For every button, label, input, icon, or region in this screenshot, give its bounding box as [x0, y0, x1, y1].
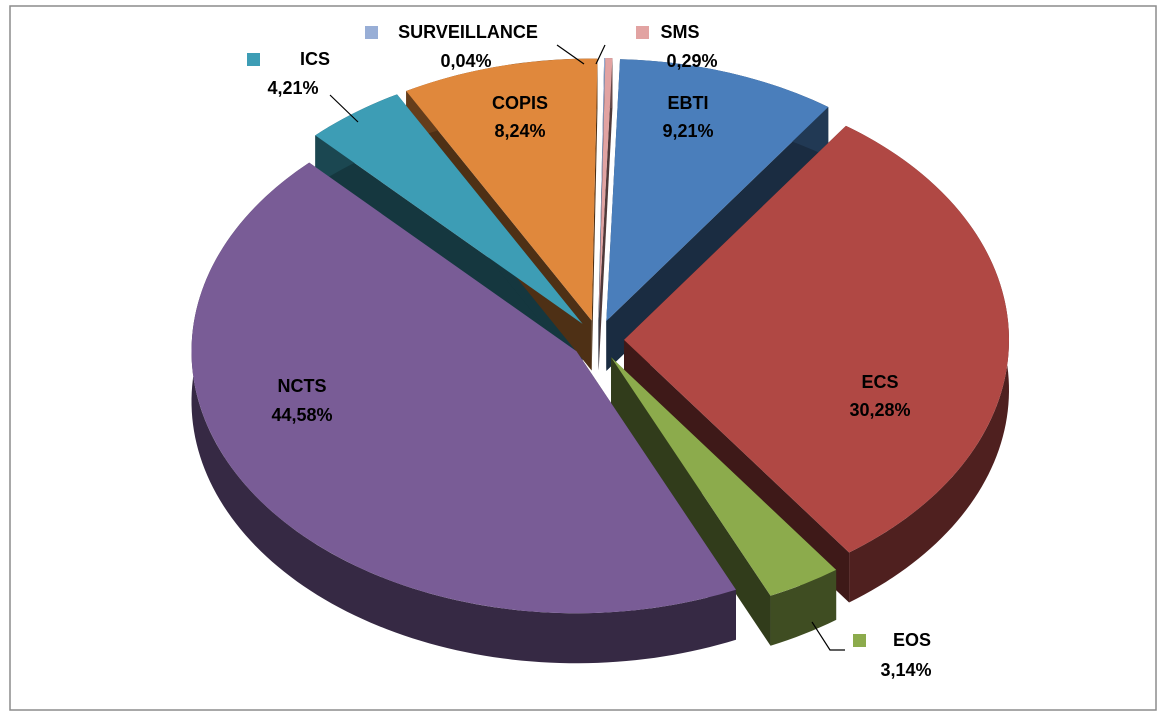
slice-wall	[611, 357, 771, 646]
value-label: 4,21%	[267, 78, 318, 98]
category-label: EBTI	[667, 93, 708, 113]
legend-swatch	[636, 26, 649, 39]
slice	[315, 94, 583, 324]
value-label: 3,14%	[880, 660, 931, 680]
value-label: 0,04%	[440, 51, 491, 71]
slice-wall	[591, 58, 598, 371]
slice	[191, 162, 736, 614]
slice-side	[191, 162, 736, 664]
slice-wall	[598, 58, 613, 371]
value-label: 8,24%	[494, 121, 545, 141]
slice-side	[770, 569, 837, 646]
legend-swatch	[853, 634, 866, 647]
slice	[606, 59, 829, 322]
slice-tops	[191, 58, 1009, 614]
category-label: SURVEILLANCE	[398, 22, 538, 42]
value-label: 0,29%	[666, 51, 717, 71]
legend-swatch	[247, 53, 260, 66]
slice	[623, 125, 1009, 553]
slice	[598, 58, 606, 321]
value-label: 9,21%	[662, 121, 713, 141]
leader-line	[556, 44, 585, 65]
category-label: NCTS	[278, 376, 327, 396]
value-label: 44,58%	[271, 405, 332, 425]
category-label: ECS	[861, 372, 898, 392]
leader-line	[595, 44, 606, 65]
labels: SMS 0,29% EBTI 9,21% ECS 30,28% EOS 3,14% NCTS 44…	[247, 22, 932, 680]
slice	[611, 357, 837, 596]
value-label: 30,28%	[849, 400, 910, 420]
category-label: COPIS	[492, 93, 548, 113]
legend-swatch	[365, 26, 378, 39]
leader-line	[811, 621, 845, 651]
leader-line	[329, 94, 359, 123]
category-label: SMS	[660, 22, 699, 42]
slice	[406, 58, 598, 321]
category-label: EOS	[893, 630, 931, 650]
category-label: ICS	[300, 49, 330, 69]
slice	[598, 58, 613, 321]
